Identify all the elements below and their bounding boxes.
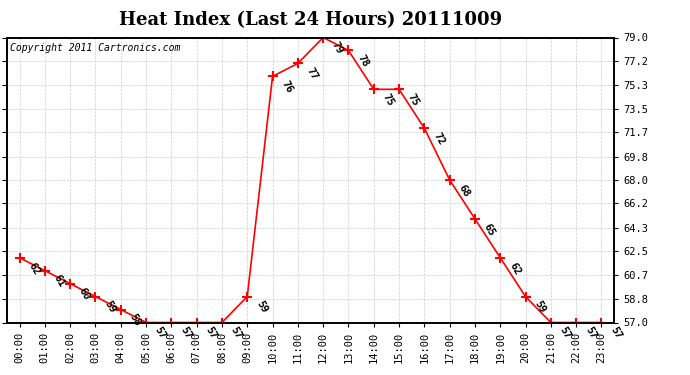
Text: Copyright 2011 Cartronics.com: Copyright 2011 Cartronics.com <box>10 43 180 53</box>
Text: 62: 62 <box>26 261 41 276</box>
Text: 75: 75 <box>406 92 421 108</box>
Text: 57: 57 <box>558 325 573 341</box>
Text: 57: 57 <box>229 325 244 341</box>
Text: Heat Index (Last 24 Hours) 20111009: Heat Index (Last 24 Hours) 20111009 <box>119 11 502 29</box>
Text: 75: 75 <box>381 92 395 108</box>
Text: 58: 58 <box>128 312 143 328</box>
Text: 77: 77 <box>305 66 319 82</box>
Text: 59: 59 <box>533 299 547 315</box>
Text: 61: 61 <box>52 273 67 289</box>
Text: 72: 72 <box>431 131 446 147</box>
Text: 76: 76 <box>279 79 295 95</box>
Text: 57: 57 <box>153 325 168 341</box>
Text: 59: 59 <box>102 299 117 315</box>
Text: 68: 68 <box>457 183 471 199</box>
Text: 79: 79 <box>330 40 345 56</box>
Text: 57: 57 <box>204 325 219 341</box>
Text: 78: 78 <box>355 53 371 69</box>
Text: 57: 57 <box>583 325 598 341</box>
Text: 65: 65 <box>482 222 497 237</box>
Text: 57: 57 <box>609 325 623 341</box>
Text: 57: 57 <box>178 325 193 341</box>
Text: 62: 62 <box>507 261 522 276</box>
Text: 60: 60 <box>77 286 92 302</box>
Text: 59: 59 <box>254 299 269 315</box>
